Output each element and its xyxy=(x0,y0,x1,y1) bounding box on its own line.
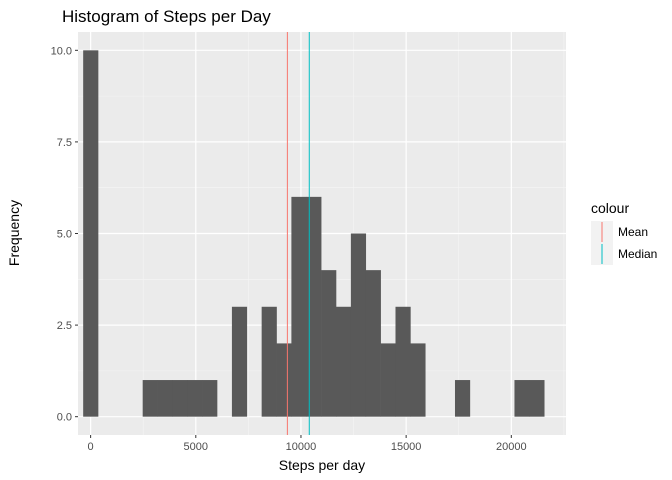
histogram-bar xyxy=(291,196,307,417)
histogram-bar xyxy=(83,50,99,417)
histogram-bar xyxy=(157,380,173,417)
x-tick-label: 15000 xyxy=(391,441,422,453)
x-tick-label: 10000 xyxy=(286,441,317,453)
x-axis-title: Steps per day xyxy=(279,457,365,473)
y-tick-label: 0.0 xyxy=(57,412,72,424)
x-tick-label: 0 xyxy=(88,441,94,453)
histogram-bar xyxy=(202,380,218,417)
histogram-bar xyxy=(336,306,352,417)
reference-lines xyxy=(286,32,310,435)
histogram-bar xyxy=(395,306,411,417)
histogram-bar xyxy=(365,270,381,417)
histogram-bar xyxy=(410,343,426,417)
y-tick-label: 7.5 xyxy=(57,137,72,149)
histogram-bar xyxy=(350,233,367,417)
x-tick-labels: 0 5000 10000 15000 20000 xyxy=(88,441,527,453)
histogram-bar xyxy=(321,270,337,417)
legend: colour Mean Median xyxy=(591,200,657,265)
histogram-bar xyxy=(380,343,396,417)
histogram-bar xyxy=(306,196,322,417)
chart-title: Histogram of Steps per Day xyxy=(62,7,271,26)
y-axis-title: Frequency xyxy=(6,200,22,266)
histogram-bar xyxy=(261,306,277,417)
histogram-bar xyxy=(276,343,292,417)
y-tick-label: 10.0 xyxy=(51,45,72,57)
y-tick-label: 2.5 xyxy=(57,320,72,332)
histogram-bar xyxy=(172,380,188,417)
legend-items: Mean Median xyxy=(591,221,657,265)
histogram-bar xyxy=(514,380,530,417)
legend-label-median: Median xyxy=(618,247,657,261)
legend-label-mean: Mean xyxy=(618,225,648,239)
histogram-bar xyxy=(231,306,248,417)
histogram-bar xyxy=(529,380,545,417)
histogram-bar xyxy=(454,380,471,417)
axis-ticks xyxy=(75,49,512,438)
histogram-bars xyxy=(83,50,545,417)
histogram-bar xyxy=(187,380,203,417)
histogram-bar xyxy=(142,380,158,417)
x-tick-label: 5000 xyxy=(184,441,208,453)
y-tick-labels: 0.0 2.5 5.0 7.5 10.0 xyxy=(51,45,72,423)
legend-title: colour xyxy=(591,200,629,216)
y-tick-label: 5.0 xyxy=(57,229,72,241)
x-tick-label: 20000 xyxy=(496,441,527,453)
